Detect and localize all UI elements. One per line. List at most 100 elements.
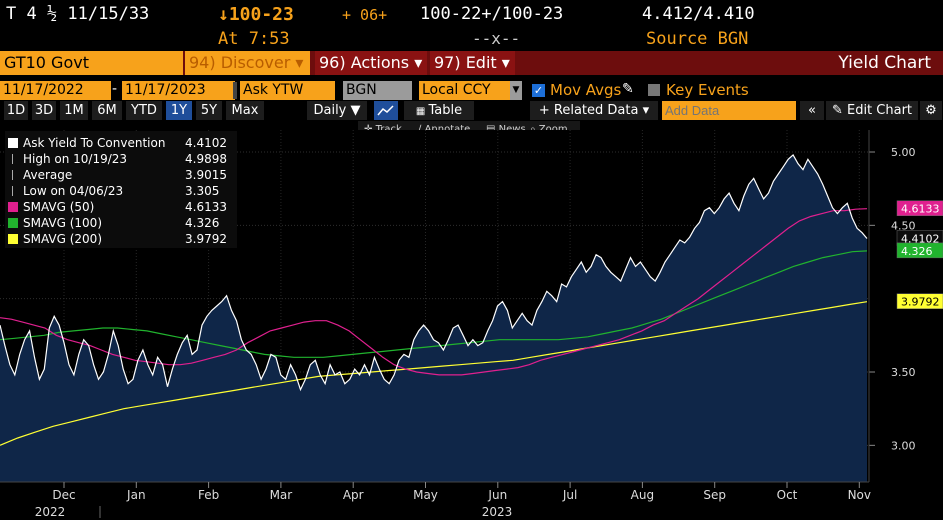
function-title: Yield Chart (838, 53, 931, 73)
security-field[interactable]: GT10 Govt (0, 51, 183, 75)
legend-row: Average 3.9015 (5, 167, 237, 183)
mov-avgs-checkbox[interactable]: ✓ (532, 84, 545, 97)
gear-icon[interactable]: ⚙ (920, 101, 942, 120)
annotate-tool[interactable]: ∕ Annotate (418, 124, 471, 135)
start-date-field[interactable]: 11/17/2022 (0, 81, 111, 100)
legend-label: SMAVG (100) (23, 216, 103, 230)
period-ytd[interactable]: YTD (126, 101, 162, 120)
legend-label: Low on 04/06/23 (23, 184, 124, 198)
legend-label: SMAVG (50) (23, 200, 95, 214)
y-tick-label: 3.00 (891, 439, 916, 452)
chevron-down-icon[interactable]: ▼ (510, 81, 522, 100)
legend-value: 4.326 (185, 216, 220, 230)
legend-swatch (8, 202, 18, 212)
legend-row: SMAVG (200) 3.9792 (5, 231, 237, 247)
table-icon: ▦ (415, 106, 429, 117)
marker-icon (12, 170, 13, 180)
legend-value: 3.9792 (185, 232, 227, 246)
table-button[interactable]: ▦ Table (404, 101, 474, 120)
period-max[interactable]: Max (226, 101, 264, 120)
legend-label: Average (23, 168, 73, 182)
currency-selector[interactable]: Local CCY (419, 81, 512, 100)
legend-label: High on 10/19/23 (23, 152, 128, 166)
value-tag (896, 293, 943, 309)
chart-legend: Ask Yield To Convention 4.4102 High on 10/… (5, 131, 237, 248)
legend-label: Ask Yield To Convention (23, 136, 166, 150)
year-label: 2023 (482, 505, 513, 519)
add-data-input[interactable] (662, 101, 796, 120)
field-selector[interactable]: Ask YTW (240, 81, 335, 100)
value-tag-label: 3.9792 (901, 296, 940, 309)
pen-icon: ∕ (418, 124, 425, 135)
series-line-smavg-200- (0, 301, 868, 446)
legend-swatch (8, 218, 18, 228)
series-line-smavg-50- (0, 208, 868, 376)
security-toolbar: GT10 Govt 94) Discover ▾ 96) Actions ▾ 9… (0, 51, 943, 75)
x-tick-label: Jan (126, 488, 146, 502)
value-tag (896, 242, 943, 259)
x-tick-label: Feb (198, 488, 219, 502)
trade-size: --x-- (472, 29, 521, 48)
quote-time: At 7:53 (218, 29, 290, 49)
track-tool[interactable]: ✛ Track (364, 124, 402, 135)
period-1m[interactable]: 1M (60, 101, 88, 120)
edit-chart-label: Edit Chart (846, 103, 913, 118)
x-tick-label: Apr (343, 488, 364, 502)
date-separator: - (112, 81, 118, 97)
x-tick-label: Oct (777, 488, 798, 502)
legend-value: 3.305 (185, 184, 220, 198)
end-date-field[interactable]: 11/17/2023 (122, 81, 235, 100)
bid-ask-price: 100-22+/100-23 (420, 4, 564, 24)
period-3d[interactable]: 3D (32, 101, 56, 120)
news-tool[interactable]: ▤ News (486, 124, 526, 135)
series-line-ask-yield-to-convention (0, 153, 868, 392)
line-chart-icon[interactable] (374, 101, 398, 120)
legend-row: SMAVG (50) 4.6133 (5, 199, 237, 215)
calendar-icon[interactable] (233, 82, 237, 99)
source-field[interactable]: BGN (343, 81, 412, 100)
value-tag (896, 200, 943, 216)
y-tick-label: 3.50 (891, 366, 916, 379)
x-tick-label: Jul (562, 488, 577, 502)
related-data-menu[interactable]: + Related Data ▾ (530, 101, 658, 120)
edit-menu[interactable]: 97) Edit ▾ (430, 51, 515, 75)
x-tick-label: Dec (52, 488, 75, 502)
legend-value: 4.4102 (185, 136, 227, 150)
edit-chart-button[interactable]: ✎ Edit Chart (826, 101, 918, 120)
period-5y[interactable]: 5Y (196, 101, 222, 120)
x-tick-label: Aug (631, 488, 654, 502)
pencil-icon: ✎ (831, 103, 847, 118)
actions-menu[interactable]: 96) Actions ▾ (315, 51, 427, 75)
legend-row: Ask Yield To Convention 4.4102 (5, 135, 237, 151)
x-tick-label: May (413, 488, 438, 502)
period-6m[interactable]: 6M (92, 101, 122, 120)
marker-icon (12, 186, 13, 196)
zoom-tool[interactable]: ⌕ Zoom (530, 124, 568, 135)
discover-menu[interactable]: 94) Discover ▾ (185, 51, 310, 75)
x-tick-label: Mar (270, 488, 293, 502)
x-tick-label: Sep (703, 488, 726, 502)
year-label: 2022 (35, 505, 66, 519)
marker-icon (12, 154, 13, 164)
magnifier-icon: ⌕ (530, 124, 539, 135)
period-1d[interactable]: 1D (4, 101, 28, 120)
price-change: + 06+ (342, 6, 388, 24)
collapse-icon[interactable]: « (800, 101, 824, 120)
x-tick-label: Nov (848, 488, 871, 502)
pencil-icon[interactable]: ✎ (622, 81, 634, 97)
value-tag-label: 4.6133 (901, 203, 940, 216)
legend-value: 3.9015 (185, 168, 227, 182)
news-icon: ▤ (486, 124, 499, 135)
y-tick-label: 4.50 (891, 219, 916, 232)
table-label: Table (428, 103, 463, 118)
mov-avgs-label: Mov Avgs (550, 81, 622, 99)
series-line-smavg-100- (0, 250, 868, 358)
key-events-checkbox[interactable] (648, 84, 660, 96)
period-1y[interactable]: 1Y (166, 101, 192, 120)
value-tag-label: 4.4102 (901, 233, 940, 246)
legend-swatch (8, 138, 18, 148)
ticker: T 4 ½ 11/15/33 (6, 4, 150, 24)
frequency-selector[interactable]: Daily ▼ (307, 101, 367, 120)
legend-value: 4.9898 (185, 152, 227, 166)
